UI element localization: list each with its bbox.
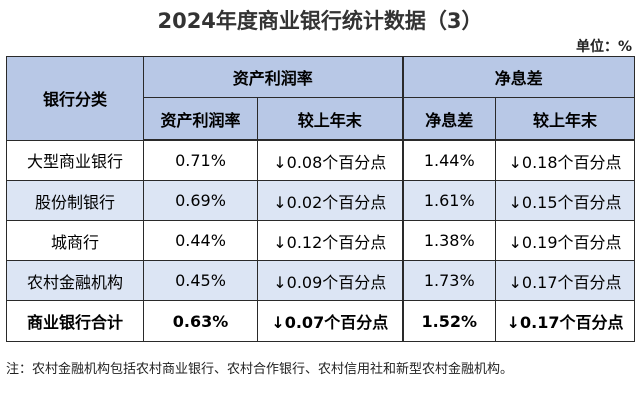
header-nim: 净息差	[401, 97, 497, 141]
roa-value: 0.69%	[143, 180, 258, 221]
nim-value: 1.73%	[401, 260, 497, 301]
nim-value: 1.38%	[401, 220, 497, 261]
table-row-total: 商业银行合计 0.63% ↓0.07个百分点 1.52% ↓0.17个百分点	[6, 300, 636, 342]
nim-change: ↓0.15个百分点	[495, 180, 636, 221]
table-row: 大型商业银行 0.71% ↓0.08个百分点 1.44% ↓0.18个百分点	[6, 139, 636, 181]
header-nim-change: 较上年末	[495, 97, 636, 141]
nim-change: ↓0.18个百分点	[495, 139, 636, 181]
nim-change: ↓0.17个百分点	[495, 300, 636, 342]
header-roa: 资产利润率	[143, 97, 258, 141]
page-title: 2024年度商业银行统计数据（3）	[157, 9, 483, 33]
bank-name: 城商行	[6, 220, 144, 261]
bank-name: 商业银行合计	[6, 300, 144, 342]
bank-name: 大型商业银行	[6, 139, 144, 181]
roa-change: ↓0.07个百分点	[256, 300, 404, 342]
table-row: 城商行 0.44% ↓0.12个百分点 1.38% ↓0.19个百分点	[6, 220, 636, 261]
nim-value: 1.44%	[401, 139, 497, 181]
nim-change: ↓0.19个百分点	[495, 220, 636, 261]
roa-change: ↓0.09个百分点	[256, 260, 404, 301]
table-row: 农村金融机构 0.45% ↓0.09个百分点 1.73% ↓0.17个百分点	[6, 260, 636, 301]
roa-change: ↓0.02个百分点	[256, 180, 404, 221]
header-bank-category: 银行分类	[6, 56, 144, 141]
header-roa-change: 较上年末	[256, 97, 404, 141]
nim-value: 1.61%	[401, 180, 497, 221]
bank-name: 农村金融机构	[6, 260, 144, 301]
roa-value: 0.45%	[143, 260, 258, 301]
table-row: 股份制银行 0.69% ↓0.02个百分点 1.61% ↓0.15个百分点	[6, 180, 636, 221]
roa-value: 0.63%	[143, 300, 258, 342]
roa-value: 0.44%	[143, 220, 258, 261]
bank-name: 股份制银行	[6, 180, 144, 221]
roa-change: ↓0.12个百分点	[256, 220, 404, 261]
header-group-roa: 资产利润率	[142, 56, 404, 98]
stats-table: 银行分类 资产利润率 净息差 资产利润率 较上年末 净息差 较上年末 大型商业银…	[6, 56, 636, 342]
roa-change: ↓0.08个百分点	[256, 139, 404, 181]
footnote: 注：农村金融机构包括农村商业银行、农村合作银行、农村信用社和新型农村金融机构。	[6, 362, 514, 377]
roa-value: 0.71%	[143, 139, 258, 181]
unit-label: 单位：%	[575, 39, 632, 55]
nim-value: 1.52%	[401, 300, 497, 342]
nim-change: ↓0.17个百分点	[495, 260, 636, 301]
header-group-nim: 净息差	[401, 56, 636, 98]
